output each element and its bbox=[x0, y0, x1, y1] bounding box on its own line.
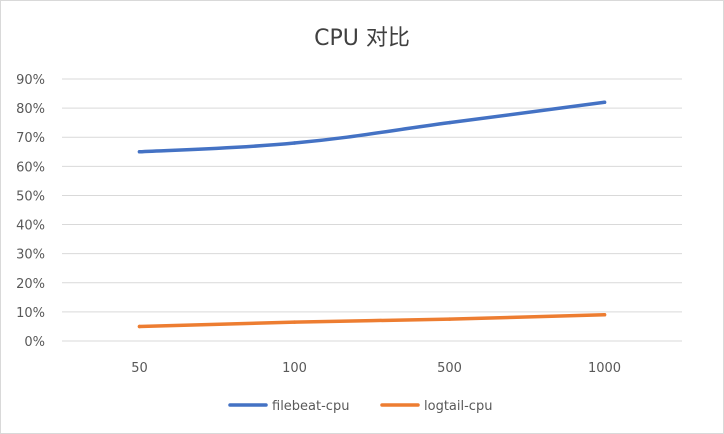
x-tick-label: 1000 bbox=[588, 361, 621, 376]
series-group bbox=[137, 100, 607, 329]
x-tick-label: 100 bbox=[282, 361, 307, 376]
series-line-filebeat-cpu bbox=[137, 100, 607, 154]
chart-title: CPU 对比 bbox=[314, 26, 410, 51]
x-tick-label: 50 bbox=[131, 361, 148, 376]
x-axis: 50 100 500 1000 bbox=[131, 361, 621, 376]
series-line-logtail-cpu bbox=[137, 313, 607, 329]
y-tick-label: 10% bbox=[16, 306, 45, 321]
data-point-filebeat-cpu-1 bbox=[292, 141, 297, 145]
legend-label: filebeat-cpu bbox=[272, 399, 349, 414]
data-point-logtail-cpu-1 bbox=[292, 320, 297, 324]
y-tick-label: 90% bbox=[16, 73, 45, 88]
grid bbox=[62, 78, 682, 342]
legend-label: logtail-cpu bbox=[424, 399, 492, 414]
legend: filebeat-cpu logtail-cpu bbox=[228, 399, 492, 414]
x-tick-label: 500 bbox=[437, 361, 462, 376]
data-point-filebeat-cpu-2 bbox=[447, 120, 452, 125]
data-point-filebeat-cpu-3 bbox=[602, 100, 607, 105]
y-tick-label: 60% bbox=[16, 160, 45, 175]
y-tick-label: 70% bbox=[16, 131, 45, 146]
y-tick-label: 80% bbox=[16, 102, 45, 117]
y-tick-label: 0% bbox=[24, 335, 45, 350]
data-point-logtail-cpu-3 bbox=[602, 313, 607, 317]
data-point-logtail-cpu-0 bbox=[137, 324, 142, 329]
data-point-filebeat-cpu-0 bbox=[137, 150, 142, 154]
y-tick-label: 40% bbox=[16, 219, 45, 234]
y-tick-label: 50% bbox=[16, 189, 45, 204]
y-tick-label: 30% bbox=[16, 248, 45, 263]
y-tick-label: 20% bbox=[16, 277, 45, 292]
data-point-logtail-cpu-2 bbox=[447, 317, 452, 321]
y-axis: 0% 10% 20% 30% 40% 50% 60% 70% 80% 90% bbox=[16, 73, 45, 350]
